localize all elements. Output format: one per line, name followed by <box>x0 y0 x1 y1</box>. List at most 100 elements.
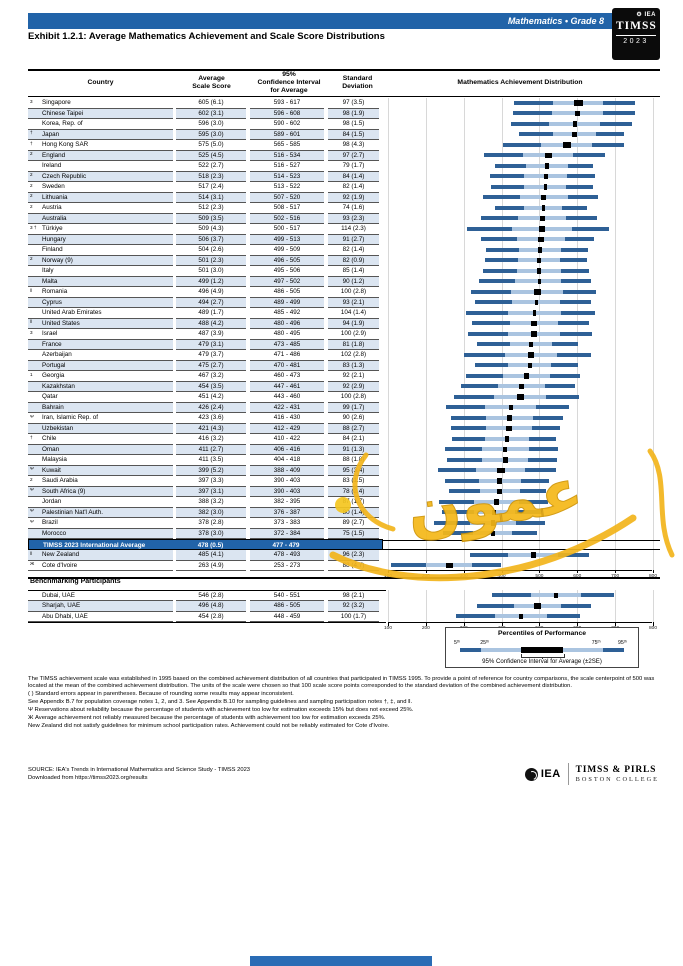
subject-grade-banner: Mathematics • Grade 8 <box>28 13 612 29</box>
column-header-distribution: Mathematics Achievement Distribution <box>457 78 583 86</box>
percentile-5-25-segment <box>494 205 525 210</box>
axis-tick-label: 800 <box>648 573 657 579</box>
standard-deviation-cell: 95 (3.4) <box>328 465 379 476</box>
standard-deviation-cell: 92 (2.9) <box>328 381 379 392</box>
average-score-cell: 479 (3.7) <box>176 350 246 361</box>
percentile-5-25-segment <box>481 237 518 242</box>
country-cell: Uzbekistan <box>28 423 173 434</box>
country-name: France <box>42 340 62 348</box>
country-name: Kazakhstan <box>42 382 75 390</box>
distribution-bar <box>388 371 652 382</box>
percentile-75-95-segment <box>525 468 557 473</box>
country-cell: ǁ Romania <box>28 287 173 298</box>
confidence-interval-cell: 499 - 509 <box>250 245 324 256</box>
country-name: Saudi Arabia <box>42 477 78 484</box>
banner-label: Mathematics • Grade 8 <box>507 16 604 26</box>
gear-icon: ⚙ <box>636 12 643 18</box>
percentile-75-95-segment <box>596 132 624 137</box>
table-row: 1 Georgia 467 (3.2) 460 - 473 92 (2.1) <box>28 371 660 382</box>
confidence-interval-cell: 372 - 384 <box>250 528 324 539</box>
confidence-interval-box <box>539 215 545 222</box>
confidence-interval-cell: 540 - 551 <box>250 591 324 601</box>
standard-deviation-cell: 84 (2.1) <box>328 434 379 445</box>
distribution-cell <box>383 550 660 561</box>
percentile-75-95-segment <box>531 426 561 431</box>
distribution-cell <box>383 476 660 487</box>
percentile-5-25-segment <box>443 531 474 536</box>
average-score-cell: 397 (3.1) <box>176 486 246 497</box>
distribution-bar <box>388 601 652 612</box>
percentile-75-95-segment <box>472 563 501 568</box>
table-row: Oman 411 (2.7) 406 - 416 91 (1.3) <box>28 444 660 455</box>
standard-deviation-cell: 82 (1.4) <box>328 182 379 193</box>
table-row: Ψ Kuwait 399 (5.2) 388 - 409 95 (3.4) <box>28 465 660 477</box>
standard-deviation-cell: 83 (1.3) <box>328 360 379 371</box>
distribution-bar <box>388 455 652 466</box>
confidence-interval-cell: 489 - 499 <box>250 297 324 308</box>
table-row: Finland 504 (2.6) 499 - 509 82 (1.4) <box>28 245 660 256</box>
average-score-cell: 399 (5.2) <box>176 465 246 476</box>
confidence-interval-cell: 406 - 416 <box>250 444 324 455</box>
distribution-cell <box>383 518 660 529</box>
average-score-cell: 485 (4.1) <box>176 550 246 561</box>
country-cell: 2 Austria <box>28 203 173 214</box>
percentile-75-95-segment <box>561 268 589 273</box>
table-row: Portugal 475 (2.7) 470 - 481 83 (1.3) <box>28 360 660 372</box>
table-row: 2 Czech Republic 518 (2.3) 514 - 523 84 (1.4… <box>28 171 660 182</box>
confidence-interval-cell: 480 - 495 <box>250 329 324 340</box>
country-name: Cote d'Ivoire <box>42 561 78 569</box>
country-name: Jordan <box>42 498 62 505</box>
country-cell: Hungary <box>28 234 173 245</box>
confidence-interval-box <box>533 289 541 295</box>
distribution-bar <box>388 466 652 477</box>
average-score-cell: 423 (3.6) <box>176 413 246 424</box>
distribution-cell <box>383 371 660 382</box>
country-cell: Morocco <box>28 528 173 539</box>
table-row: 2 England 525 (4.5) 516 - 534 97 (2.7) <box>28 150 660 161</box>
percentile-75-95-segment <box>547 614 580 619</box>
percentile-5-25-segment <box>471 289 512 294</box>
confidence-interval-box <box>518 383 525 390</box>
legend-75-95-bar <box>602 648 624 652</box>
percentile-75-95-segment <box>546 394 579 399</box>
confidence-interval-cell: 478 - 493 <box>250 550 324 561</box>
standard-deviation-cell: 98 (4.3) <box>328 140 379 151</box>
confidence-interval-box <box>531 331 537 337</box>
country-cell: Ψ Brazil <box>28 518 173 529</box>
percentile-5-25-segment <box>486 247 519 252</box>
standard-deviation-cell: 75 (1.5) <box>328 528 379 539</box>
distribution-cell <box>383 350 660 361</box>
note-superscript: 2 <box>30 182 33 188</box>
country-name: Kuwait <box>42 466 61 474</box>
footnote-line: Ж Average achievement not reliably measu… <box>28 714 386 721</box>
table-row: Kazakhstan 454 (3.5) 447 - 461 92 (2.9) <box>28 381 660 392</box>
confidence-interval-box <box>533 310 537 316</box>
confidence-interval-cell: 253 - 273 <box>250 561 324 571</box>
confidence-interval-box <box>531 320 538 327</box>
percentile-75-95-segment <box>545 384 576 389</box>
distribution-cell <box>383 214 660 225</box>
percentile-5-25-segment <box>450 426 487 431</box>
percentile-5-25-segment <box>472 321 510 326</box>
distribution-bar <box>388 361 652 372</box>
gridline <box>653 590 654 622</box>
percentile-75-95-segment <box>550 373 581 378</box>
gridline <box>615 98 617 571</box>
confidence-interval-cell: 495 - 506 <box>250 266 324 277</box>
percentile-5-25-segment <box>477 342 510 347</box>
confidence-interval-cell: 486 - 505 <box>250 601 324 612</box>
distribution-bar <box>388 98 652 109</box>
confidence-interval-box <box>573 100 583 106</box>
percentile-5-25-segment <box>469 552 509 557</box>
note-superscript: † <box>30 140 33 146</box>
table-row: † Hong Kong SAR 575 (5.0) 565 - 585 98 (4.3) <box>28 140 660 151</box>
distribution-cell <box>383 497 660 508</box>
percentile-75-95-segment <box>562 289 596 294</box>
confidence-interval-box <box>517 394 524 400</box>
standard-deviation-cell: 85 (1.4) <box>328 266 379 277</box>
percentile-75-95-segment <box>592 142 625 147</box>
gridline <box>463 590 465 622</box>
country-name: Uzbekistan <box>42 424 74 432</box>
average-score-cell: 494 (2.7) <box>176 297 246 308</box>
standard-deviation-cell: 89 (2.7) <box>328 518 379 529</box>
